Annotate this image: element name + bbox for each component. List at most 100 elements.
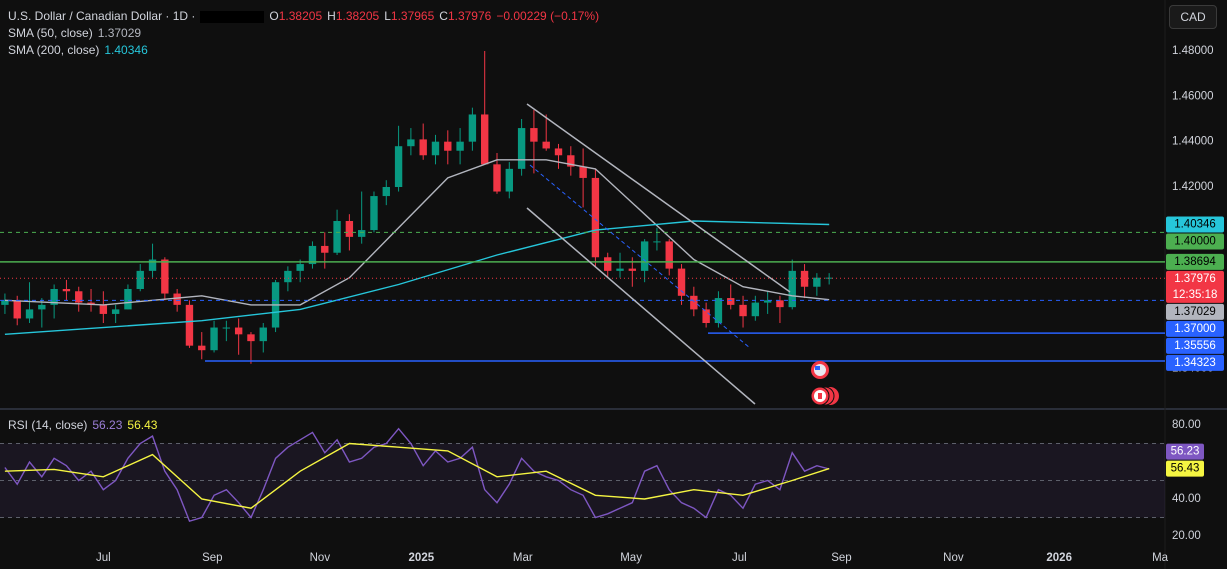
candle-body <box>308 245 317 265</box>
rsi-badge <box>1166 443 1204 460</box>
candle-body <box>357 230 366 237</box>
candle-body <box>407 139 415 147</box>
price-badge-label: 1.34323 <box>1174 357 1216 369</box>
sma50-legend: SMA (50, close) 1.37029 <box>8 26 146 40</box>
candle-body <box>800 270 809 287</box>
series-line <box>4 220 830 335</box>
axes: 1.480001.460001.440001.420001.340001.403… <box>96 45 1224 564</box>
price-badge-label: 1.38694 <box>1174 256 1216 268</box>
price-badge <box>1166 320 1224 337</box>
event-icon <box>818 393 822 399</box>
sma200-legend: SMA (200, close) 1.40346 <box>8 43 153 57</box>
rsi-band <box>0 443 1165 518</box>
candle-body <box>13 300 21 319</box>
legend-value: 1.37029 <box>97 26 142 40</box>
x-tick-label: May <box>620 552 642 564</box>
candle-body <box>493 164 501 192</box>
candle-body <box>763 300 772 303</box>
event-icon <box>815 366 820 370</box>
candle-body <box>124 289 132 310</box>
ohlc-value: 1.38205 <box>278 9 323 23</box>
legend-name: SMA (200, close) <box>8 43 100 57</box>
candle-body <box>38 304 46 310</box>
candle-body <box>419 139 427 156</box>
candle-body <box>75 291 83 303</box>
series-line <box>4 159 830 306</box>
price-pane <box>0 51 1165 364</box>
candle-body <box>161 259 169 294</box>
candle-body <box>210 327 218 351</box>
y-tick-label: 80.00 <box>1172 419 1201 431</box>
trendline <box>526 207 756 405</box>
candle-body <box>628 268 637 271</box>
trendlines <box>526 103 791 405</box>
ohlc-label: H <box>327 9 336 23</box>
price-badge <box>1166 303 1224 320</box>
redaction <box>200 10 265 23</box>
price-badge <box>1166 216 1224 233</box>
price-badge <box>1166 233 1224 250</box>
candle-body <box>505 168 513 192</box>
rsi-badge <box>1166 460 1204 477</box>
candle-body <box>394 146 403 187</box>
candle-body <box>579 166 587 178</box>
candle-body <box>517 128 526 169</box>
candle-body <box>1 300 9 305</box>
countdown: 12:35:18 <box>1173 289 1218 301</box>
price-badge <box>1166 270 1224 303</box>
price-badge-label: 1.37000 <box>1174 323 1216 335</box>
ohlc-value: 1.37976 <box>447 9 492 23</box>
candle-body <box>690 295 698 310</box>
x-tick-label: Nov <box>943 552 964 564</box>
x-tick-label: Nov <box>310 552 331 564</box>
candle-body <box>776 300 784 308</box>
event-icons <box>810 361 839 406</box>
candle-body <box>616 268 624 271</box>
candle-body <box>222 327 231 329</box>
series-line <box>4 442 830 509</box>
legend-value: 56.23 <box>92 418 123 432</box>
price-badge <box>1166 337 1224 354</box>
candle-body <box>456 141 464 151</box>
price-badge-label: 1.37029 <box>1174 306 1216 318</box>
candle-body <box>665 241 673 269</box>
currency-button[interactable]: CAD <box>1169 5 1217 29</box>
price-badge-label: 1.40000 <box>1174 236 1216 248</box>
candle-body <box>345 221 354 237</box>
trendline <box>529 164 751 349</box>
x-tick-label: Sep <box>831 552 851 564</box>
candle-body <box>198 345 206 351</box>
price-badge-label: 1.37976 <box>1174 273 1216 285</box>
candle-body <box>148 259 157 271</box>
header: U.S. Dollar / Canadian Dollar · 1D · O1.3… <box>8 9 604 23</box>
candle-body <box>50 289 58 305</box>
candle-body <box>542 141 550 149</box>
candle-body <box>640 241 649 271</box>
x-tick-label: Sep <box>202 552 222 564</box>
legend-value: 56.43 <box>127 418 158 432</box>
candle-body <box>714 298 723 323</box>
ohlc-label: O <box>269 9 279 23</box>
candle-body <box>370 196 378 231</box>
price-badge-label: 1.35556 <box>1174 340 1216 352</box>
candle-body <box>702 309 710 323</box>
symbol: U.S. Dollar / Canadian Dollar · 1D · <box>8 9 196 23</box>
rsi-legend: RSI (14, close) 56.23 56.43 <box>8 418 162 432</box>
price-badge <box>1166 253 1224 270</box>
rsi-badge-label: 56.23 <box>1171 446 1200 458</box>
ohlc-label: C <box>439 9 448 23</box>
y-tick-label: 1.48000 <box>1172 45 1214 57</box>
x-tick-label: Mar <box>513 552 533 564</box>
candle-body <box>185 304 194 346</box>
legend-value: 1.40346 <box>104 43 148 57</box>
series-line <box>4 427 830 523</box>
candle-body <box>234 327 243 335</box>
x-tick-label: 2026 <box>1046 552 1072 564</box>
x-tick-label: Ma <box>1152 552 1169 564</box>
candle-body <box>382 187 390 197</box>
candle-body <box>111 309 120 314</box>
candle-body <box>751 302 760 317</box>
